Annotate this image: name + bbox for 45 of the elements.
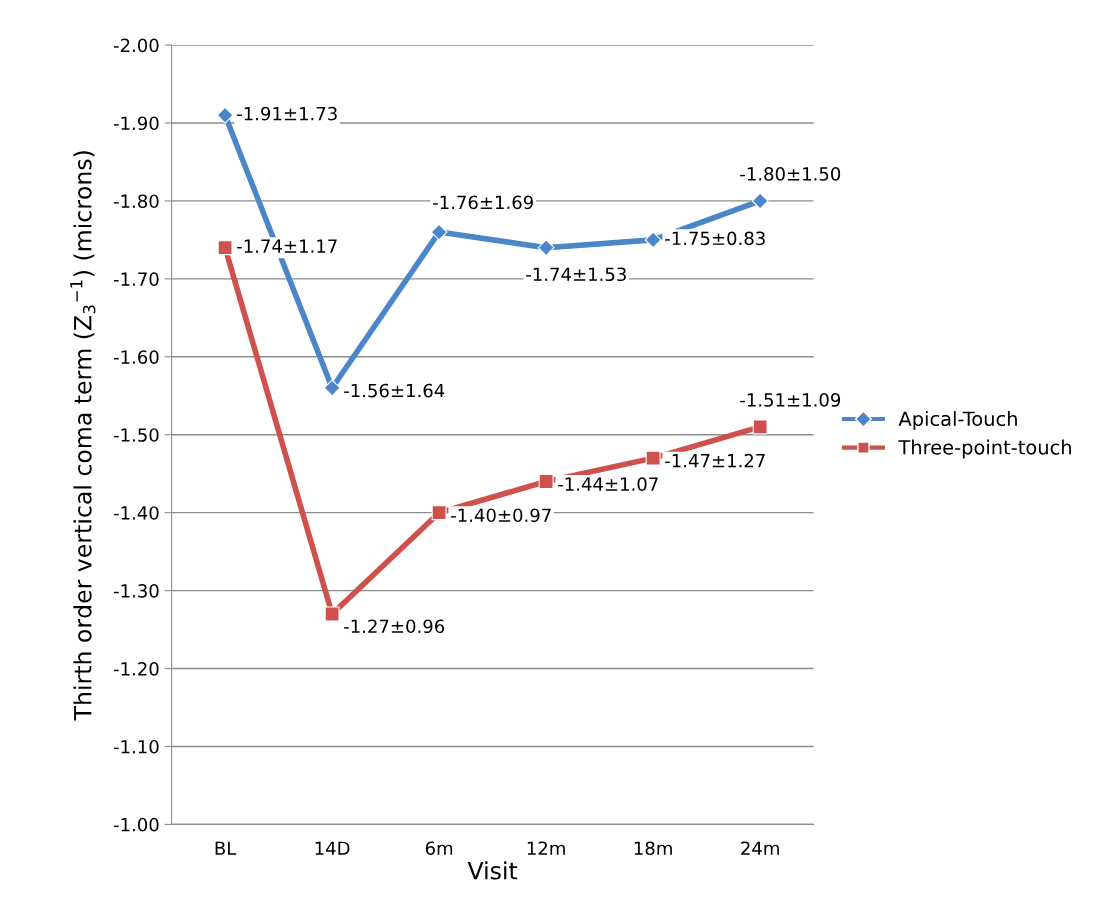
y-tick-label: -1.00 — [113, 817, 159, 832]
x-tick-label: 14D — [315, 841, 350, 855]
data-label: -1.74±1.17 — [237, 239, 337, 253]
x-tick-label: 24m — [741, 841, 779, 855]
y-tick-label: -1.60 — [113, 350, 159, 364]
point — [644, 231, 662, 249]
legend-label: Apical-Touch — [898, 411, 1017, 430]
data-label: -1.75±0.83 — [665, 231, 765, 246]
y-tick-label: -1.50 — [113, 428, 159, 442]
x-axis-title: Visit — [467, 861, 518, 880]
y-tick-label: -1.80 — [113, 194, 159, 209]
point — [216, 106, 234, 124]
y-tick-label: -2.00 — [113, 38, 159, 53]
data-label: -1.44±1.07 — [558, 477, 658, 491]
data-label: -1.76±1.69 — [433, 195, 533, 210]
point — [645, 450, 661, 466]
point — [538, 473, 554, 489]
y-axis-title: Thirth order vertical coma term (Z$_{3}$$^{−1}$) (microns) — [70, 151, 96, 721]
y-tick-label: -1.90 — [113, 116, 159, 131]
data-label: -1.80±1.50 — [740, 167, 841, 181]
data-label: -1.91±1.73 — [237, 106, 337, 121]
data-label: -1.51±1.09 — [740, 393, 841, 407]
point — [537, 239, 555, 257]
y-tick-label: -1.10 — [113, 739, 159, 754]
data-label: -1.74±1.53 — [526, 267, 626, 282]
x-tick-label: 18m — [634, 841, 672, 856]
point — [217, 240, 233, 256]
point — [323, 379, 341, 397]
data-label: -1.56±1.64 — [344, 383, 445, 398]
point — [430, 223, 448, 241]
x-tick-label: BL — [215, 841, 237, 855]
data-label: -1.47±1.27 — [665, 453, 765, 468]
y-tick-label: -1.40 — [113, 506, 159, 520]
legend-label: Three-point-touch — [898, 439, 1071, 459]
y-tick-label: -1.30 — [113, 584, 159, 598]
point — [431, 505, 447, 521]
y-tick-label: -1.20 — [113, 662, 159, 676]
data-label: -1.40±0.97 — [451, 508, 551, 523]
point — [751, 192, 769, 210]
x-tick-label: 6m — [425, 841, 453, 856]
data-label: -1.27±0.96 — [344, 619, 445, 634]
point — [752, 419, 768, 435]
x-tick-label: 12m — [527, 841, 565, 855]
y-tick-label: -1.70 — [113, 272, 159, 286]
point — [324, 606, 340, 622]
